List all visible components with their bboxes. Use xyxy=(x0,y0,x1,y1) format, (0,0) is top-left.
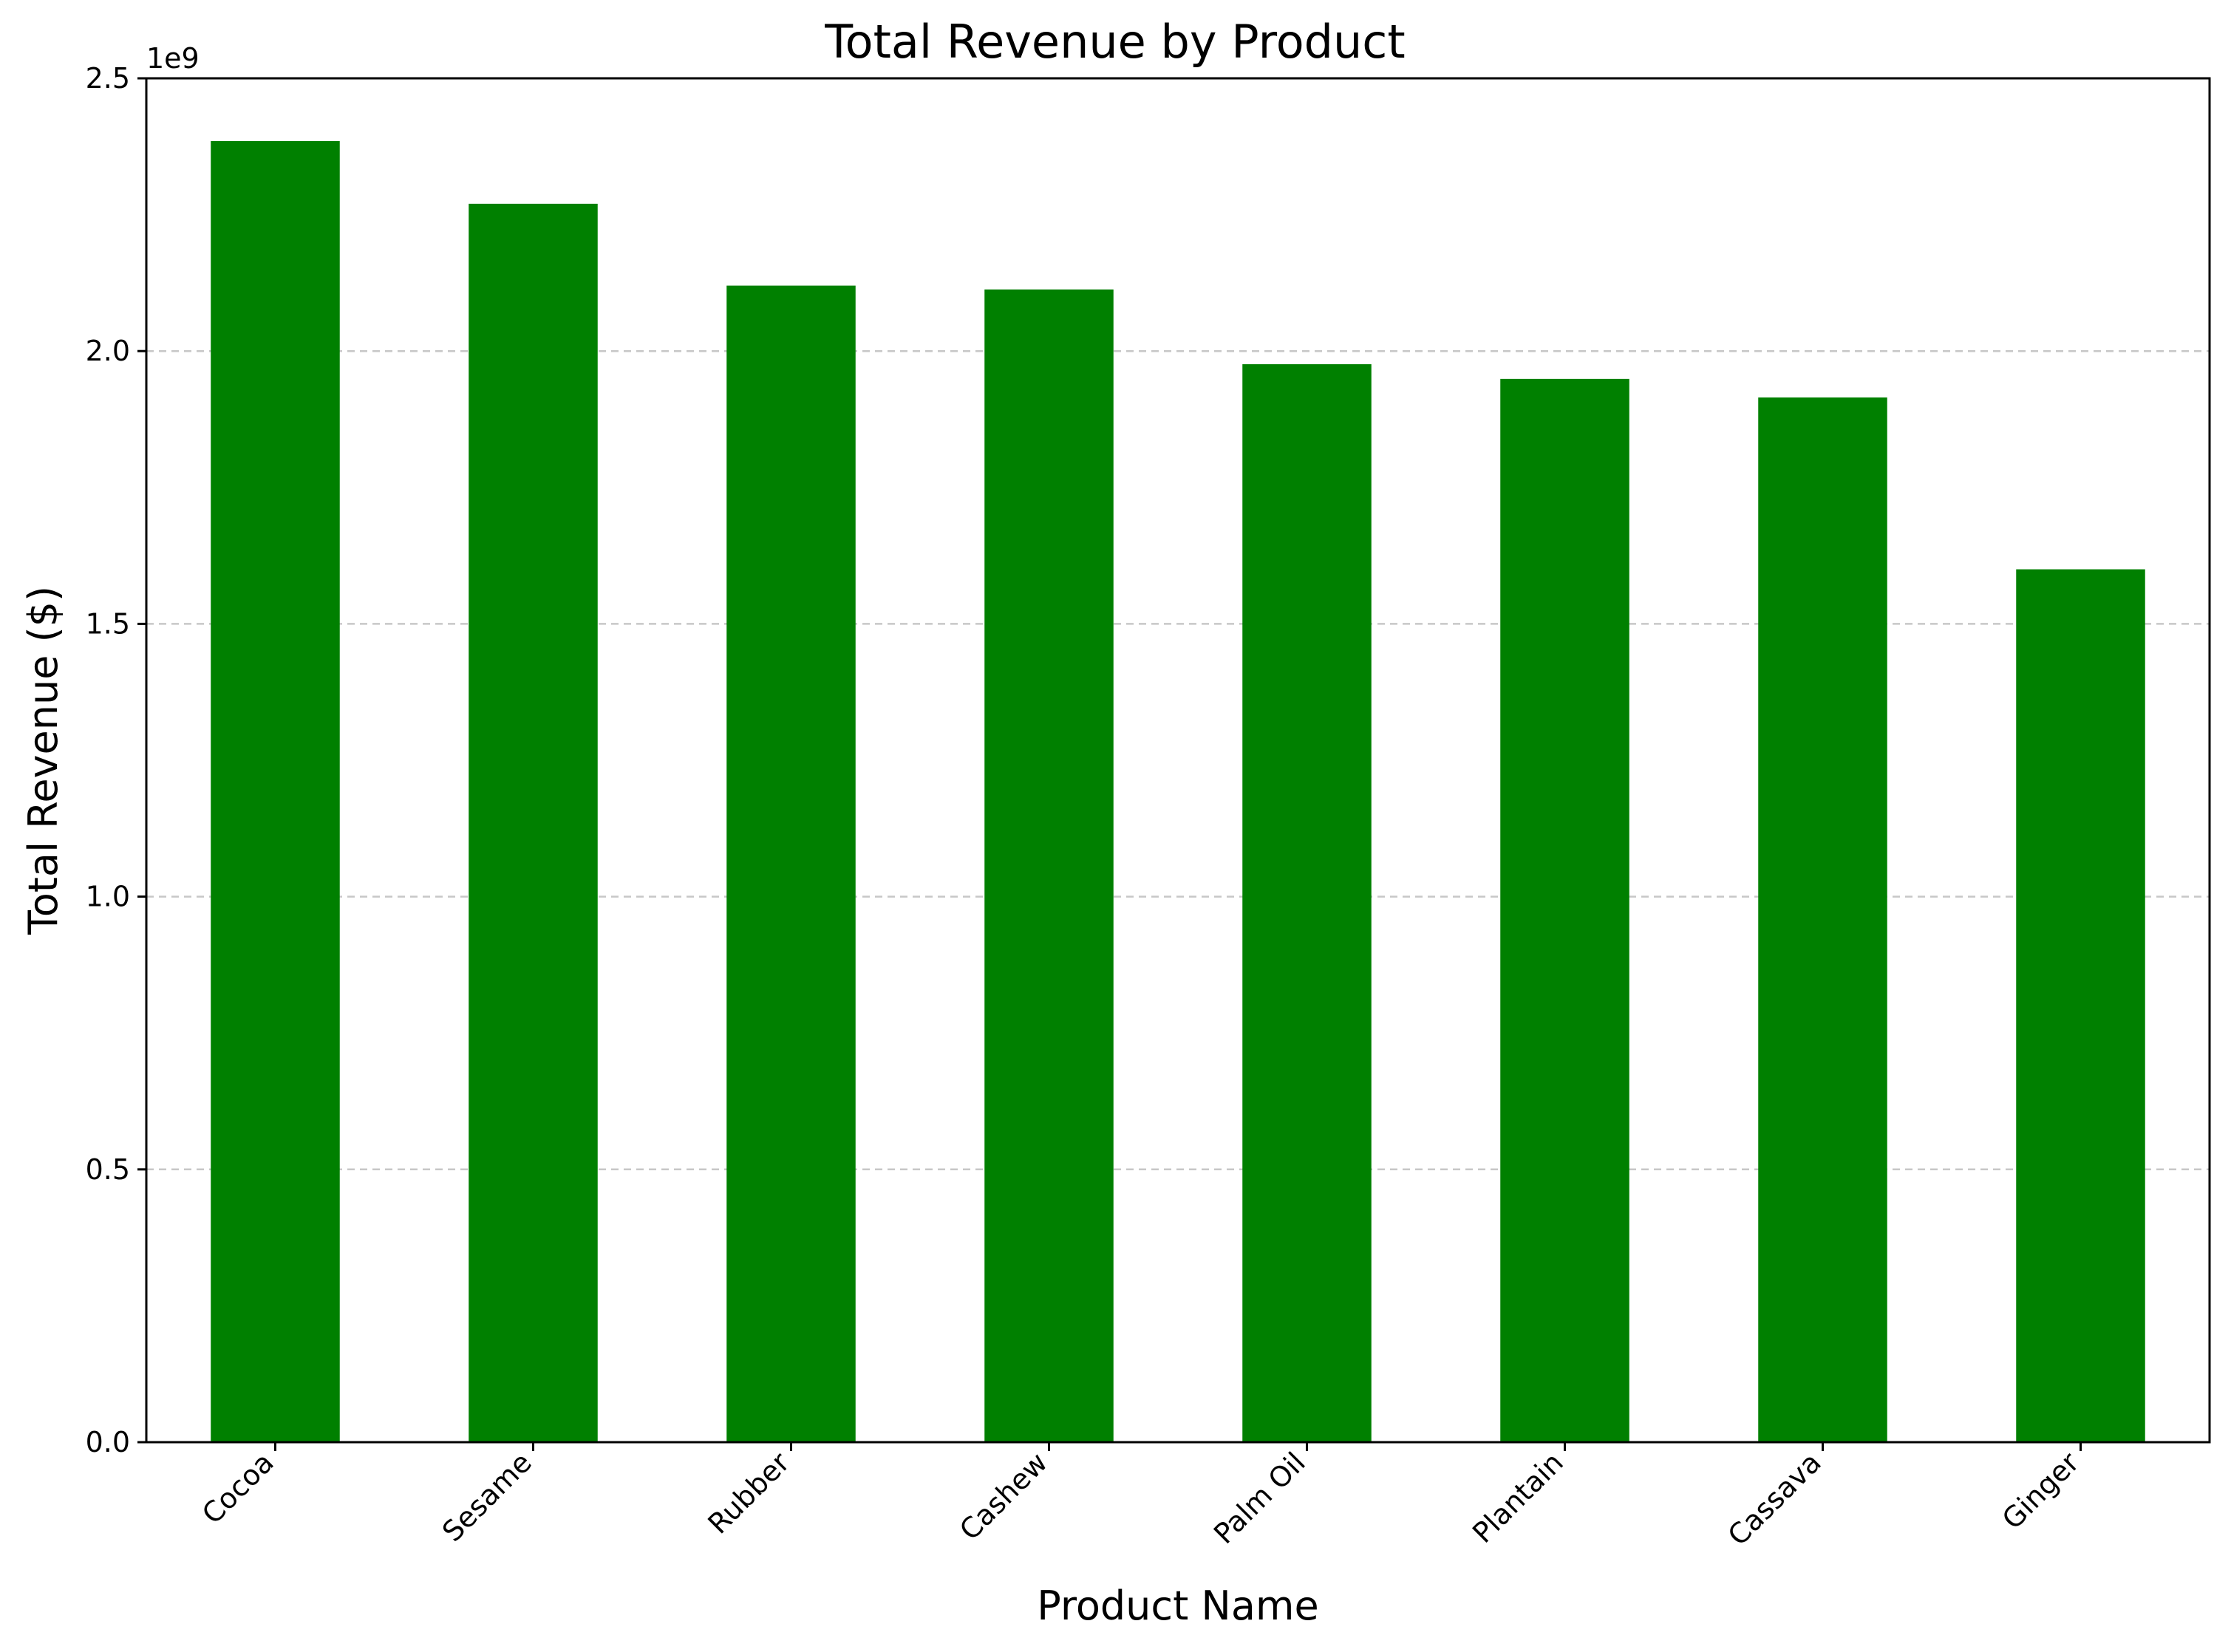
bar xyxy=(984,289,1114,1443)
x-tick-label: Cashew xyxy=(953,1446,1054,1546)
x-tick-label: Rubber xyxy=(702,1446,797,1540)
x-tick-label: Plantain xyxy=(1466,1446,1570,1549)
x-tick-label: Cocoa xyxy=(196,1446,280,1530)
bar xyxy=(211,140,340,1442)
y-tick-label: 0.0 xyxy=(86,1426,130,1458)
y-axis-ticks: 0.0 0.5 1.0 1.5 2.0 2.5 xyxy=(86,62,146,1458)
x-tick-label: Palm Oil xyxy=(1208,1446,1312,1550)
x-tick-label: Sesame xyxy=(436,1446,538,1548)
y-axis-offset-label: 1e9 xyxy=(146,42,200,75)
y-tick-label: 1.0 xyxy=(86,881,130,913)
bar xyxy=(1758,397,1887,1442)
bars xyxy=(211,140,2145,1443)
bar xyxy=(2016,569,2145,1442)
grid-lines xyxy=(146,77,2210,1444)
x-tick-label: Cassava xyxy=(1722,1446,1828,1552)
plot-frame xyxy=(145,77,2211,1444)
y-tick-label: 1.5 xyxy=(86,607,130,640)
x-axis-ticks: Cocoa Sesame Rubber Cashew Palm Oil Plantain C… xyxy=(196,1442,2085,1552)
bar xyxy=(1242,363,1372,1442)
y-axis-label: Total Revenue ($) xyxy=(20,586,67,935)
y-tick-label: 0.5 xyxy=(86,1153,130,1186)
x-tick-label: Ginger xyxy=(1996,1446,2085,1535)
y-tick-label: 2.0 xyxy=(86,335,130,367)
bar xyxy=(726,285,856,1442)
y-tick-label: 2.5 xyxy=(86,62,130,95)
x-axis-label: Product Name xyxy=(1037,1583,1319,1629)
chart-title: Total Revenue by Product xyxy=(824,15,1405,69)
bar xyxy=(1500,378,1629,1442)
bar xyxy=(469,203,598,1442)
